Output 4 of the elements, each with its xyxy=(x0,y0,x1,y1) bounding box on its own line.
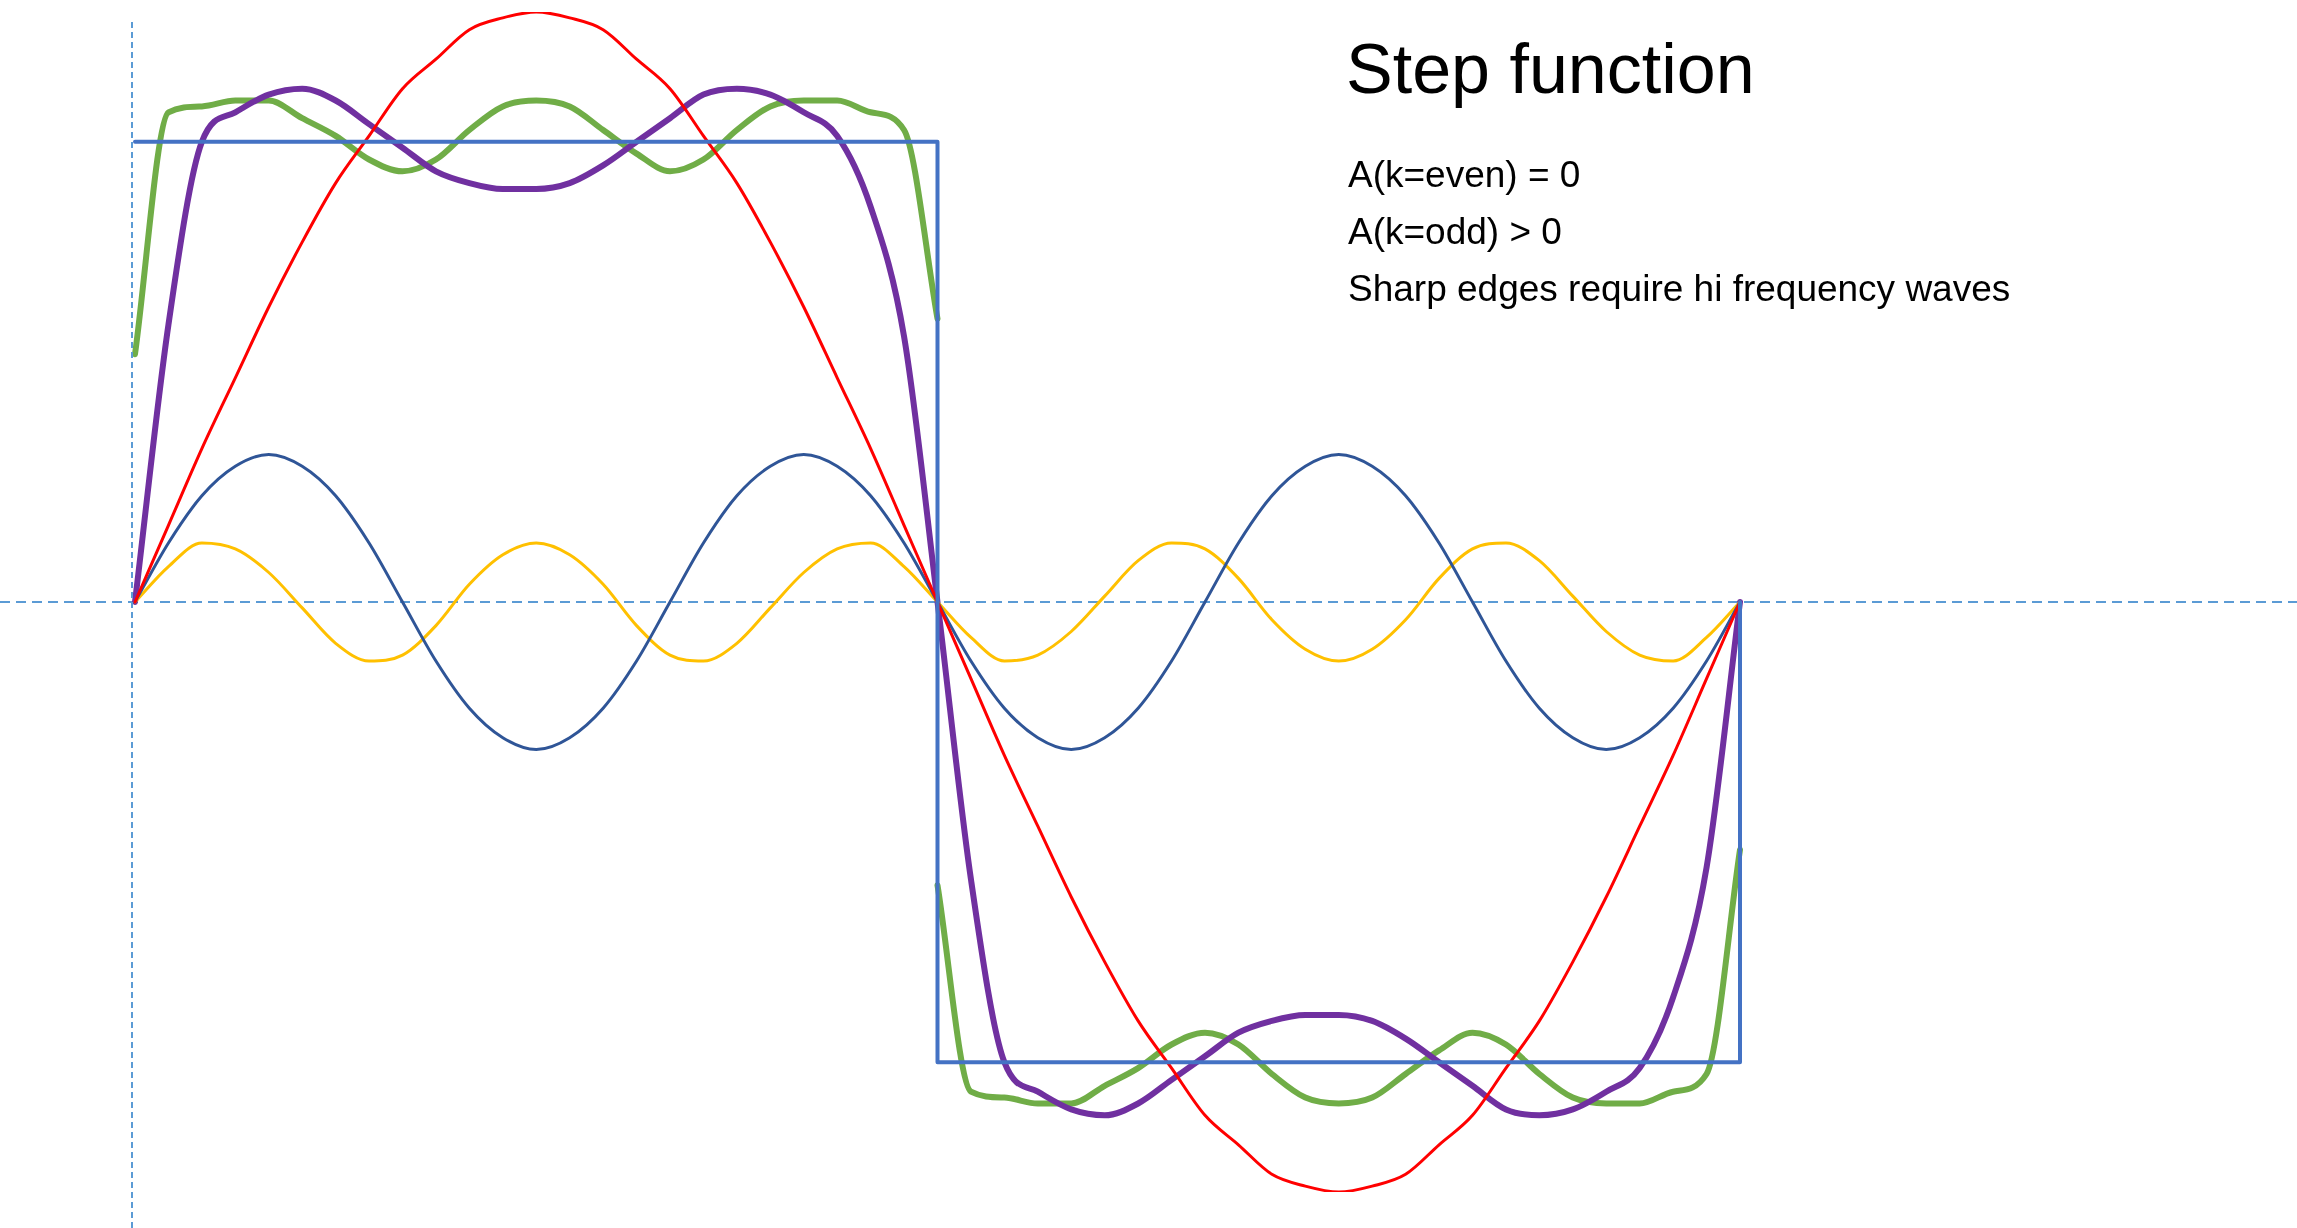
annotation: Sharp edges require hi frequency waves xyxy=(1348,267,2011,311)
annotation: A(k=odd) > 0 xyxy=(1348,210,1563,254)
annotation: A(k=even) = 0 xyxy=(1348,153,1582,197)
chart-title: Step function xyxy=(1346,30,1755,108)
